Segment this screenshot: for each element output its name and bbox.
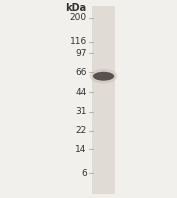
Bar [92,6,115,194]
Text: 31: 31 [75,107,87,116]
Text: 14: 14 [75,145,87,154]
Text: 22: 22 [75,126,87,135]
Text: 116: 116 [70,37,87,46]
Text: 6: 6 [81,169,87,178]
Ellipse shape [90,69,117,84]
Text: 97: 97 [75,49,87,58]
Text: 66: 66 [75,68,87,77]
Text: kDa: kDa [66,3,87,13]
Text: 44: 44 [75,88,87,97]
Ellipse shape [93,72,114,81]
Text: 200: 200 [70,13,87,22]
